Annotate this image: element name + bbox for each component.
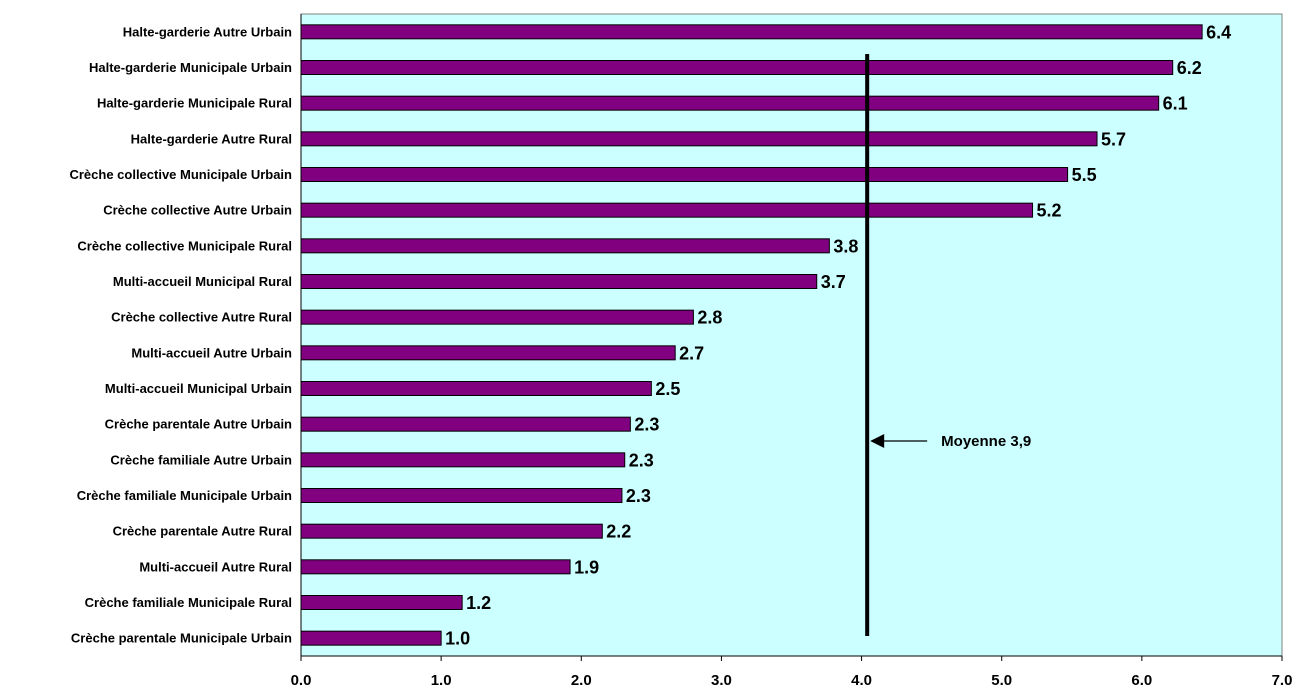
bar — [300, 238, 830, 254]
x-tick-label: 7.0 — [1272, 672, 1293, 689]
bar — [300, 202, 1034, 218]
category-label: Crèche parentale Autre Rural — [113, 524, 292, 539]
category-label: Halte-garderie Autre Rural — [131, 131, 292, 146]
data-label: 3.7 — [821, 272, 846, 292]
category-label: Crèche familiale Municipale Urbain — [77, 488, 292, 503]
value-labels: 6.46.2 6.1 5.75.5 5.2 3.8 3.7 2.8 2.7 2.5 2.3 2.3 2… — [445, 22, 1231, 648]
bar — [300, 274, 818, 289]
bar — [300, 488, 623, 503]
data-label: 5.2 — [1037, 201, 1062, 221]
reference-line-group: Moyenne 3,9 — [865, 54, 1031, 636]
category-label: Crèche parentale Autre Urbain — [105, 417, 292, 432]
category-label: Multi-accueil Municipal Rural — [113, 274, 292, 289]
data-label: 2.8 — [697, 308, 722, 328]
data-label: 2.3 — [629, 450, 654, 470]
bar — [300, 523, 603, 539]
data-label: 2.2 — [606, 522, 631, 542]
x-tick-label: 4.0 — [851, 672, 872, 689]
x-tick-label: 5.0 — [991, 672, 1012, 689]
data-label: 2.5 — [655, 379, 680, 399]
bars-group — [300, 24, 1203, 646]
x-tick-label: 3.0 — [711, 672, 732, 689]
category-label: Crèche collective Municipale Urbain — [69, 167, 292, 182]
data-label: 1.9 — [574, 557, 599, 577]
category-label: Halte-garderie Municipale Urbain — [89, 60, 292, 75]
reference-line-label: Moyenne 3,9 — [941, 433, 1031, 450]
category-label: Crèche familiale Municipale Rural — [85, 595, 292, 610]
bar — [300, 60, 1174, 75]
category-label: Crèche familiale Autre Urbain — [110, 452, 292, 467]
plot-area — [300, 13, 1283, 657]
category-label: Multi-accueil Autre Rural — [139, 559, 292, 574]
data-label: 6.1 — [1163, 94, 1188, 114]
category-label: Crèche parentale Municipale Urbain — [71, 631, 292, 646]
data-label: 2.3 — [634, 415, 659, 435]
data-label: 2.3 — [626, 486, 651, 506]
bar — [300, 452, 626, 468]
category-label: Crèche collective Autre Urbain — [103, 203, 292, 218]
data-label: 5.7 — [1101, 129, 1126, 149]
data-label: 3.8 — [833, 236, 858, 256]
data-label: 1.2 — [466, 593, 491, 613]
category-label: Halte-garderie Municipale Rural — [97, 96, 292, 111]
reference-arrowhead — [870, 434, 885, 448]
bar — [300, 131, 1098, 147]
data-label: 5.5 — [1072, 165, 1097, 185]
x-axis: 0.0 1.0 2.0 3.0 4.0 5.0 6.0 7.0 — [291, 14, 1293, 689]
bar — [300, 24, 1203, 40]
bar — [300, 381, 652, 396]
x-tick-label: 6.0 — [1131, 672, 1152, 689]
data-label: 1.0 — [445, 629, 470, 649]
bar — [300, 595, 463, 610]
bar — [300, 630, 442, 646]
bar — [300, 416, 631, 432]
x-tick-label: 0.0 — [291, 672, 312, 689]
data-label: 2.7 — [679, 343, 704, 363]
data-label: 6.2 — [1177, 58, 1202, 78]
category-labels: Halte-garderie Autre Urbain Halte-garderi… — [69, 24, 292, 645]
category-label: Multi-accueil Municipal Urbain — [105, 381, 292, 396]
bar — [300, 345, 676, 361]
bar — [300, 167, 1069, 182]
data-label: 6.4 — [1206, 22, 1231, 42]
category-label: Crèche collective Municipale Rural — [77, 238, 292, 253]
bar — [300, 559, 571, 575]
bar — [300, 95, 1160, 111]
category-label: Crèche collective Autre Rural — [111, 310, 292, 325]
x-tick-label: 1.0 — [431, 672, 452, 689]
category-label: Multi-accueil Autre Urbain — [131, 345, 292, 360]
category-label: Halte-garderie Autre Urbain — [123, 24, 292, 39]
x-tick-label: 2.0 — [571, 672, 592, 689]
bar — [300, 309, 694, 325]
